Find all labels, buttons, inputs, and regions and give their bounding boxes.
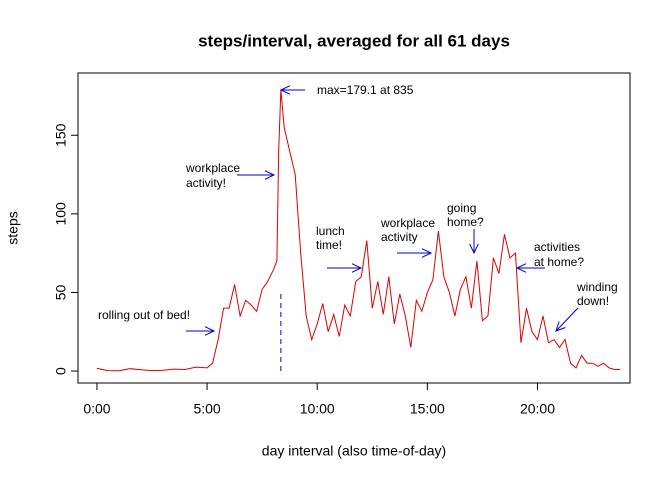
x-tick-label: 0:00 — [83, 401, 110, 417]
annotation: lunch — [316, 224, 345, 238]
x-tick-label: 5:00 — [193, 401, 220, 417]
annotation: workplace — [185, 161, 240, 175]
x-tick-label: 15:00 — [410, 401, 445, 417]
data-line — [96, 89, 621, 372]
annotation: time! — [316, 238, 342, 252]
annotation: rolling out of bed! — [98, 308, 190, 322]
annotation: max=179.1 at 835 — [317, 83, 414, 97]
annotation-arrow — [186, 326, 216, 336]
x-tick-label: 20:00 — [520, 401, 555, 417]
annotation-arrow — [555, 307, 579, 332]
y-tick-label: 150 — [53, 123, 69, 147]
y-tick-label: 0 — [53, 367, 69, 375]
annotation: winding — [576, 280, 618, 294]
y-axis-label: steps — [5, 211, 21, 244]
annotation: down! — [577, 294, 609, 308]
annotation-arrow — [279, 85, 305, 95]
annotation: activities — [534, 240, 580, 254]
annotation: home? — [447, 215, 484, 229]
annotation: workplace — [380, 216, 435, 230]
chart-title: steps/interval, averaged for all 61 days — [198, 31, 510, 50]
y-tick-label: 50 — [53, 284, 69, 300]
annotation-arrow — [515, 263, 545, 273]
x-axis-label: day interval (also time-of-day) — [262, 443, 446, 459]
annotation: activity! — [186, 176, 226, 190]
annotation: activity — [381, 230, 418, 244]
annotation-arrow — [469, 229, 479, 255]
annotation-arrow — [237, 170, 276, 180]
annotation-arrow — [397, 248, 433, 258]
annotation-arrow — [327, 263, 363, 273]
y-tick-label: 100 — [53, 202, 69, 226]
x-tick-label: 10:00 — [300, 401, 335, 417]
annotation: at home? — [534, 255, 584, 269]
annotation: going — [447, 201, 476, 215]
